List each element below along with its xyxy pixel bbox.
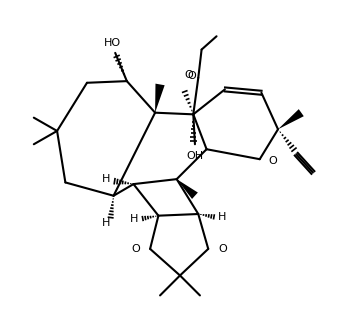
Text: O: O [218,244,227,254]
Polygon shape [278,109,304,129]
Text: HO: HO [104,38,121,48]
Text: H: H [102,218,111,228]
Text: H: H [102,174,111,184]
Text: O: O [185,70,193,80]
Text: O: O [131,244,140,254]
Text: H: H [130,214,139,224]
Text: O: O [187,71,196,81]
Polygon shape [177,179,198,199]
Text: H: H [218,212,226,222]
Text: O: O [268,156,277,166]
Text: OH: OH [186,151,203,161]
Polygon shape [155,84,165,113]
